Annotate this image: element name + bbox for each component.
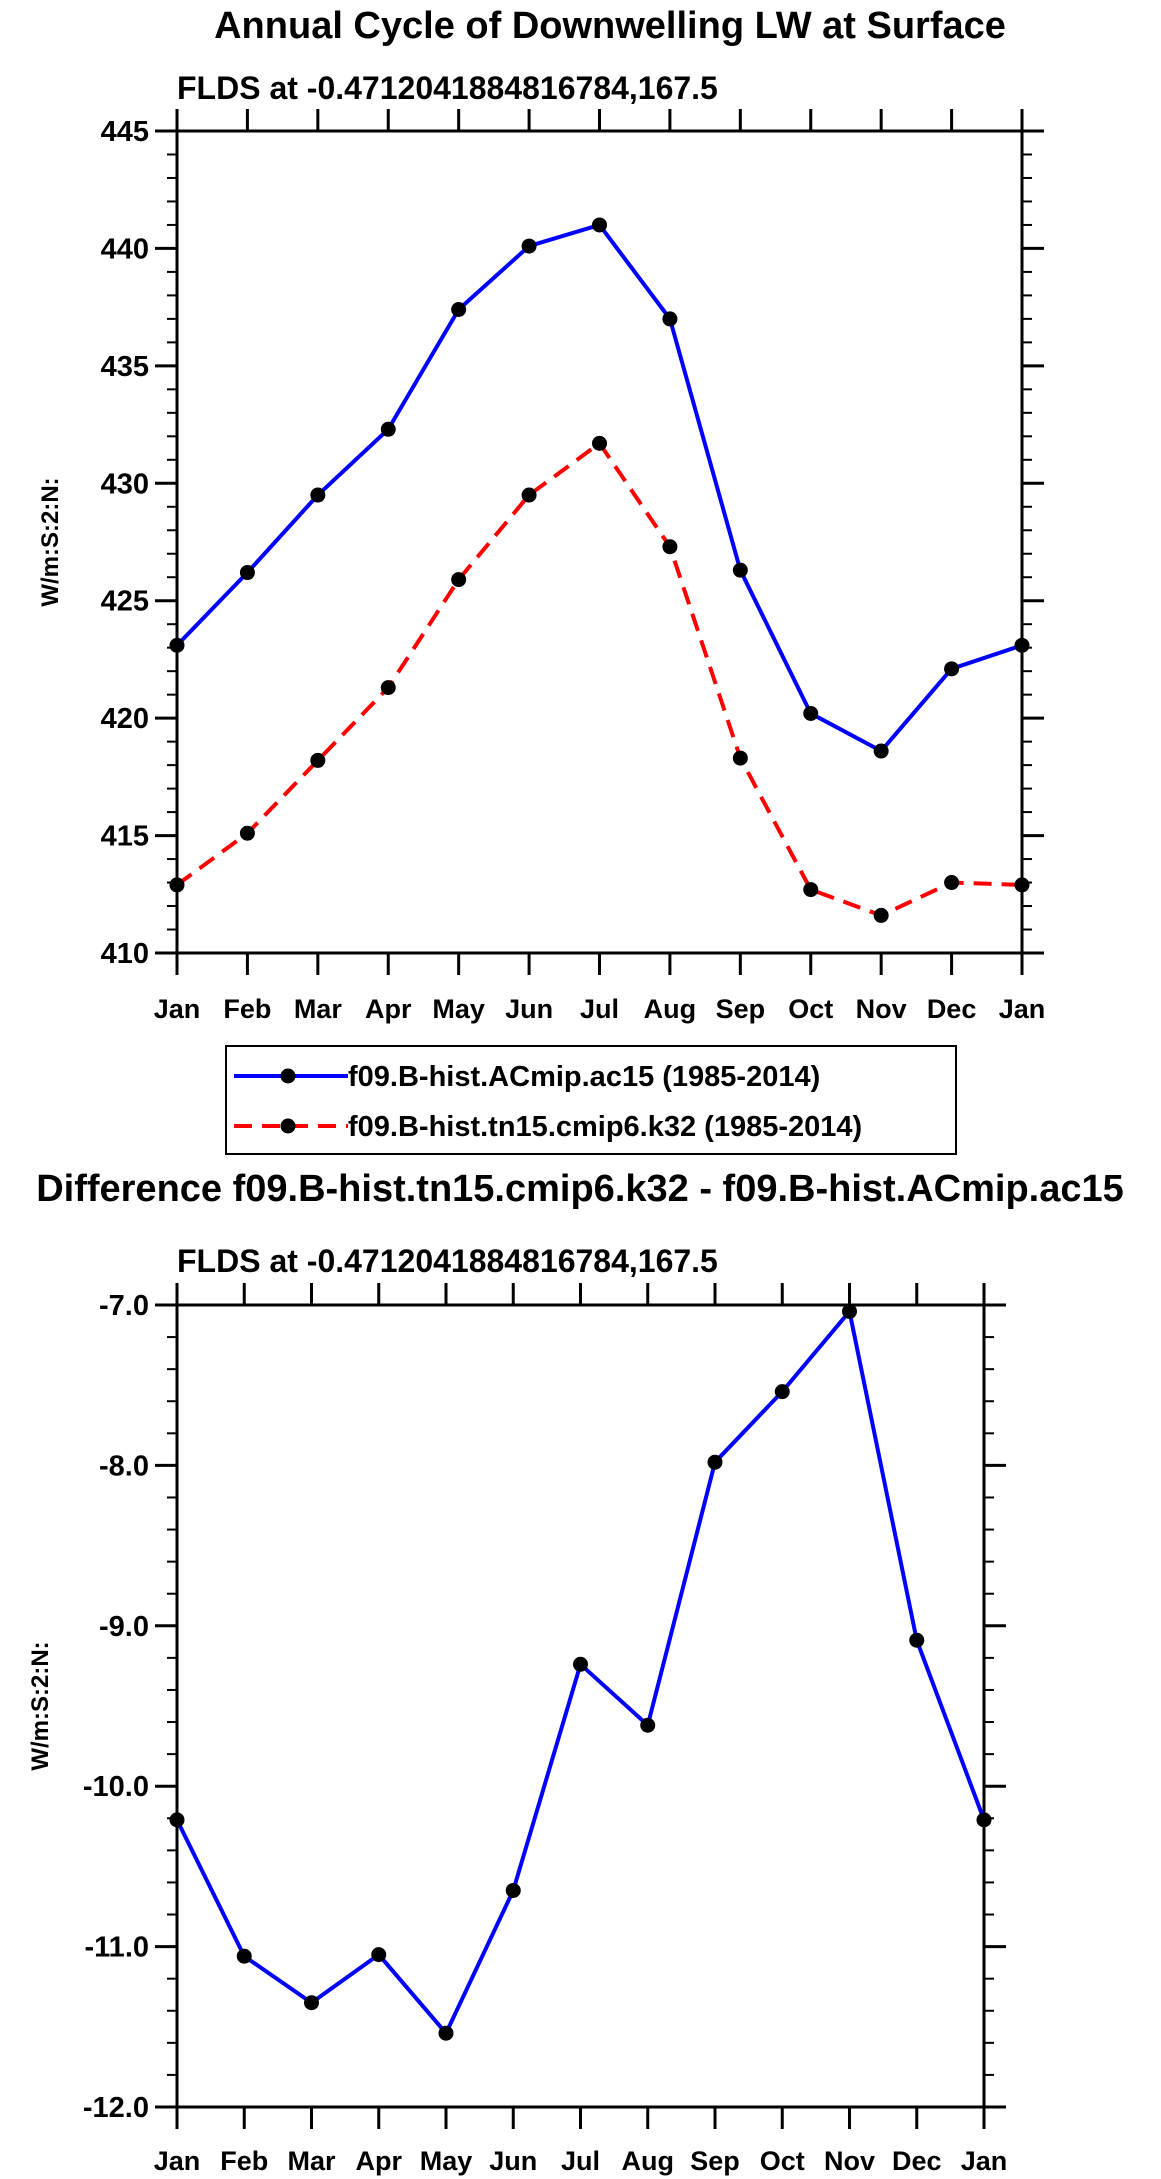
chart-title: Annual Cycle of Downwelling LW at Surfac… bbox=[214, 5, 1006, 47]
chart-subtitle: FLDS at -0.4712041884816784,167.5 bbox=[177, 70, 718, 106]
data-point bbox=[310, 487, 326, 503]
data-point bbox=[451, 301, 467, 317]
data-point bbox=[304, 1995, 319, 2011]
x-tick-label: Feb bbox=[223, 994, 271, 1024]
legend-label-1: f09.B-hist.ACmip.ac15 (1985-2014) bbox=[348, 1061, 820, 1093]
data-point bbox=[521, 487, 537, 503]
x-tick-label: May bbox=[432, 994, 485, 1024]
x-tick-label: May bbox=[420, 2146, 473, 2176]
data-point bbox=[169, 877, 185, 893]
data-point bbox=[505, 1882, 521, 1898]
data-point bbox=[169, 1812, 185, 1828]
y-tick-label: -10.0 bbox=[83, 1771, 149, 1803]
x-tick-label: Dec bbox=[927, 994, 977, 1024]
y-tick-label: 440 bbox=[101, 233, 149, 265]
x-tick-label: Mar bbox=[287, 2146, 336, 2176]
x-tick-label: Jul bbox=[580, 994, 619, 1024]
data-point bbox=[842, 1303, 857, 1319]
data-point bbox=[521, 238, 537, 254]
x-tick-label: Dec bbox=[892, 2146, 942, 2176]
x-tick-label: Nov bbox=[824, 2146, 875, 2176]
y-tick-label: 415 bbox=[101, 821, 149, 853]
legend-box bbox=[225, 1045, 957, 1155]
chart-subtitle: FLDS at -0.4712041884816784,167.5 bbox=[177, 1243, 718, 1279]
legend: f09.B-hist.ACmip.ac15 (1985-2014) f09.B-h… bbox=[225, 1045, 957, 1155]
x-tick-label: Jun bbox=[489, 2146, 537, 2176]
y-tick-label: 430 bbox=[101, 468, 149, 500]
data-point bbox=[239, 565, 255, 581]
data-point bbox=[976, 1812, 992, 1828]
data-point bbox=[236, 1948, 252, 1964]
data-point bbox=[732, 750, 748, 766]
y-tick-label: 435 bbox=[101, 351, 149, 383]
data-point bbox=[451, 572, 467, 588]
data-point bbox=[803, 705, 819, 721]
data-point bbox=[662, 539, 678, 555]
x-tick-label: Oct bbox=[760, 2146, 805, 2176]
data-point bbox=[662, 311, 678, 327]
data-point bbox=[592, 217, 607, 233]
x-tick-label: Oct bbox=[788, 994, 833, 1024]
x-tick-label: Jan bbox=[999, 994, 1046, 1024]
x-tick-label: Jan bbox=[154, 994, 201, 1024]
x-tick-label: Apr bbox=[356, 2146, 403, 2176]
x-tick-label: Apr bbox=[365, 994, 412, 1024]
data-point bbox=[1014, 877, 1030, 893]
data-point bbox=[239, 825, 255, 841]
legend-marker bbox=[280, 1068, 296, 1084]
plot-frame bbox=[175, 129, 1024, 955]
y-tick-label: 420 bbox=[101, 703, 149, 735]
data-point bbox=[732, 562, 748, 578]
x-tick-label: Jan bbox=[961, 2146, 1008, 2176]
y-tick-label: -9.0 bbox=[99, 1611, 149, 1643]
data-point bbox=[310, 752, 326, 768]
y-axis-label: W/m:S:2:N: bbox=[27, 1641, 54, 1770]
data-point bbox=[573, 1656, 588, 1672]
x-tick-label: Jan bbox=[154, 2146, 201, 2176]
data-point bbox=[640, 1717, 656, 1733]
series-line-1 bbox=[175, 1309, 986, 2036]
y-axis-label: W/m:S:2:N: bbox=[37, 477, 64, 606]
x-tick-label: Aug bbox=[644, 994, 696, 1024]
data-point bbox=[944, 661, 960, 677]
data-point bbox=[803, 882, 819, 898]
data-point bbox=[944, 875, 960, 891]
y-tick-label: 425 bbox=[101, 586, 149, 618]
x-tick-label: Sep bbox=[690, 2146, 740, 2176]
data-point bbox=[380, 421, 396, 437]
data-point bbox=[371, 1947, 387, 1963]
y-tick-label: -7.0 bbox=[99, 1290, 149, 1322]
y-tick-label: -12.0 bbox=[83, 2092, 149, 2124]
series-line-1 bbox=[175, 222, 1023, 754]
x-tick-label: Feb bbox=[220, 2146, 268, 2176]
data-point bbox=[1014, 637, 1030, 653]
plot-frame bbox=[175, 1303, 986, 2109]
chart-title: Difference f09.B-hist.tn15.cmip6.k32 - f… bbox=[36, 1168, 1124, 1210]
x-tick-label: Jul bbox=[561, 2146, 600, 2176]
series-line-2 bbox=[175, 441, 1023, 918]
data-point bbox=[438, 2025, 454, 2041]
y-tick-label: -11.0 bbox=[85, 1932, 150, 1964]
data-point bbox=[873, 907, 889, 923]
x-tick-label: Mar bbox=[294, 994, 343, 1024]
data-point bbox=[707, 1454, 723, 1470]
data-point bbox=[873, 743, 889, 759]
x-tick-label: Jun bbox=[505, 994, 553, 1024]
data-point bbox=[774, 1384, 790, 1400]
data-point bbox=[380, 680, 396, 696]
x-tick-label: Aug bbox=[622, 2146, 674, 2176]
y-tick-label: 410 bbox=[101, 938, 149, 970]
chart-1: Annual Cycle of Downwelling LW at Surfac… bbox=[37, 5, 1046, 1155]
y-tick-label: 445 bbox=[101, 116, 149, 148]
x-tick-label: Nov bbox=[856, 994, 907, 1024]
data-point bbox=[592, 435, 607, 451]
data-point bbox=[909, 1632, 925, 1648]
x-tick-label: Sep bbox=[716, 994, 766, 1024]
legend-label-2: f09.B-hist.tn15.cmip6.k32 (1985-2014) bbox=[348, 1111, 862, 1143]
y-tick-label: -8.0 bbox=[99, 1450, 149, 1482]
chart-2: Difference f09.B-hist.tn15.cmip6.k32 - f… bbox=[27, 1168, 1124, 2176]
legend-marker bbox=[280, 1118, 296, 1134]
data-point bbox=[169, 637, 185, 653]
